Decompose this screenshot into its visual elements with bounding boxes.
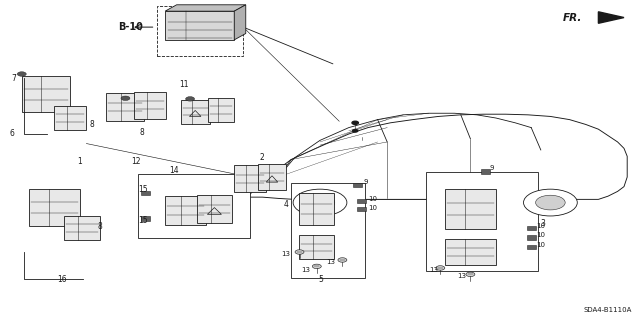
Bar <box>257 164 287 190</box>
Bar <box>141 191 150 195</box>
Text: 10: 10 <box>536 233 545 238</box>
Text: 13: 13 <box>326 259 335 264</box>
Text: 8: 8 <box>90 120 94 129</box>
Bar <box>208 98 234 122</box>
Text: 10: 10 <box>536 223 545 229</box>
Text: 13: 13 <box>429 267 438 272</box>
Bar <box>138 174 250 238</box>
Circle shape <box>312 264 321 269</box>
Text: 3: 3 <box>541 219 546 228</box>
Bar <box>445 239 496 265</box>
Bar <box>54 106 86 130</box>
Bar <box>134 92 166 119</box>
Bar <box>445 189 496 229</box>
Text: 12: 12 <box>131 157 141 166</box>
Bar <box>197 195 232 223</box>
Text: 9: 9 <box>490 166 494 171</box>
Bar <box>141 216 150 221</box>
Text: 9: 9 <box>364 180 368 185</box>
Text: 10: 10 <box>536 242 545 248</box>
Text: 6: 6 <box>10 130 15 138</box>
Text: 15: 15 <box>138 216 148 225</box>
Circle shape <box>293 189 347 216</box>
Polygon shape <box>234 5 246 40</box>
Bar <box>357 199 366 203</box>
Text: 11: 11 <box>179 80 189 89</box>
Bar <box>481 169 490 174</box>
Text: 13: 13 <box>458 273 467 279</box>
Bar <box>527 245 536 249</box>
Bar <box>234 165 266 192</box>
Bar <box>527 235 536 240</box>
Text: 15: 15 <box>138 185 148 194</box>
Circle shape <box>436 266 445 270</box>
Text: 7: 7 <box>12 74 17 83</box>
Text: 14: 14 <box>170 166 179 175</box>
Circle shape <box>186 97 195 101</box>
Circle shape <box>466 272 475 277</box>
Text: 10: 10 <box>368 205 377 211</box>
Bar <box>300 235 334 259</box>
Text: 10: 10 <box>368 197 377 202</box>
Bar <box>291 183 365 278</box>
Polygon shape <box>598 12 624 23</box>
Polygon shape <box>165 5 246 11</box>
Circle shape <box>353 130 358 132</box>
Bar <box>106 93 144 121</box>
Text: 4: 4 <box>283 200 288 209</box>
Circle shape <box>17 72 26 76</box>
Circle shape <box>121 96 130 100</box>
Bar <box>527 226 536 230</box>
Circle shape <box>295 250 304 254</box>
Bar <box>65 216 100 240</box>
Bar <box>164 196 206 225</box>
Circle shape <box>305 195 335 210</box>
Text: 16: 16 <box>58 275 67 284</box>
Bar <box>22 76 70 113</box>
Text: 8: 8 <box>140 128 144 137</box>
Bar <box>165 11 234 40</box>
Bar <box>357 207 366 211</box>
Text: SDA4-B1110A: SDA4-B1110A <box>584 307 632 313</box>
Text: FR.: FR. <box>563 12 582 23</box>
Text: B-10: B-10 <box>118 22 143 32</box>
Circle shape <box>352 121 358 124</box>
Text: 8: 8 <box>97 222 102 231</box>
Text: 13: 13 <box>301 267 310 272</box>
Circle shape <box>536 195 565 210</box>
Circle shape <box>524 189 577 216</box>
Text: 5: 5 <box>319 275 324 284</box>
Bar <box>157 6 243 56</box>
Text: 1: 1 <box>77 157 81 166</box>
Bar <box>426 172 538 271</box>
Bar <box>353 183 362 187</box>
Bar <box>29 189 80 226</box>
Bar <box>180 100 209 123</box>
Circle shape <box>338 258 347 262</box>
Text: 2: 2 <box>259 153 264 162</box>
Text: 13: 13 <box>282 251 291 256</box>
Bar <box>300 193 334 225</box>
